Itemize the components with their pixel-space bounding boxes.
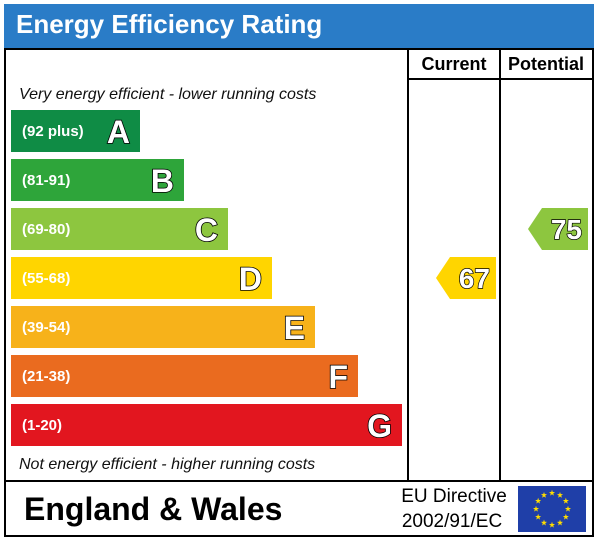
band-d-range: (55-68) [22,270,70,287]
potential-rating-arrow [528,208,588,250]
directive-line1: EU Directive [401,486,507,507]
directive-line2: 2002/91/EC [402,511,502,532]
rating-scores: 67 75 [436,208,588,299]
eu-star-icon [535,513,542,520]
eu-star-icon [548,521,556,528]
current-rating-arrow [436,257,496,299]
band-g-bar [11,404,402,446]
band-b-bar [11,159,184,201]
band-g-letter: G [367,408,392,444]
chart-frame [4,48,594,537]
band-c-letter: C [195,212,218,248]
rating-bands: (92 plus) A (81-91) B (69-80) C (55-68) D (39-54… [11,110,402,446]
current-rating-value: 67 [459,263,490,294]
band-b-letter: B [151,163,174,199]
band-f-bar [11,355,358,397]
eu-star-icon [562,497,569,504]
band-e-bar [11,306,315,348]
band-f-letter: F [328,359,348,395]
eu-flag-icon [518,486,586,532]
footer-region: England & Wales [24,491,282,527]
eu-star-icon [564,505,572,512]
eu-star-icon [548,489,556,496]
band-b-range: (81-91) [22,172,70,189]
band-f-range: (21-38) [22,368,70,385]
column-header-potential: Potential [508,54,584,74]
band-d-bar [11,257,272,299]
band-a-bar [11,110,140,152]
eu-star-icon [532,505,540,512]
column-header-current: Current [421,54,486,74]
band-a-letter: A [107,114,130,150]
eu-star-icon [562,513,569,520]
note-top: Very energy efficient - lower running co… [19,86,316,103]
eu-star-icon [540,491,548,498]
band-e-letter: E [284,310,305,346]
band-g-range: (1-20) [22,417,62,434]
eu-star-icon [556,519,564,526]
note-bottom: Not energy efficient - higher running co… [19,456,315,473]
band-c-range: (69-80) [22,221,70,238]
band-e-range: (39-54) [22,319,70,336]
band-a-range: (92 plus) [22,123,84,140]
band-c-bar [11,208,228,250]
chart-title: Energy Efficiency Rating [16,9,322,39]
potential-rating-value: 75 [551,214,582,245]
eu-star-icon [540,519,548,526]
eu-star-icon [556,491,564,498]
eu-star-icon [535,497,542,504]
title-bar [4,4,594,48]
band-d-letter: D [239,261,262,297]
